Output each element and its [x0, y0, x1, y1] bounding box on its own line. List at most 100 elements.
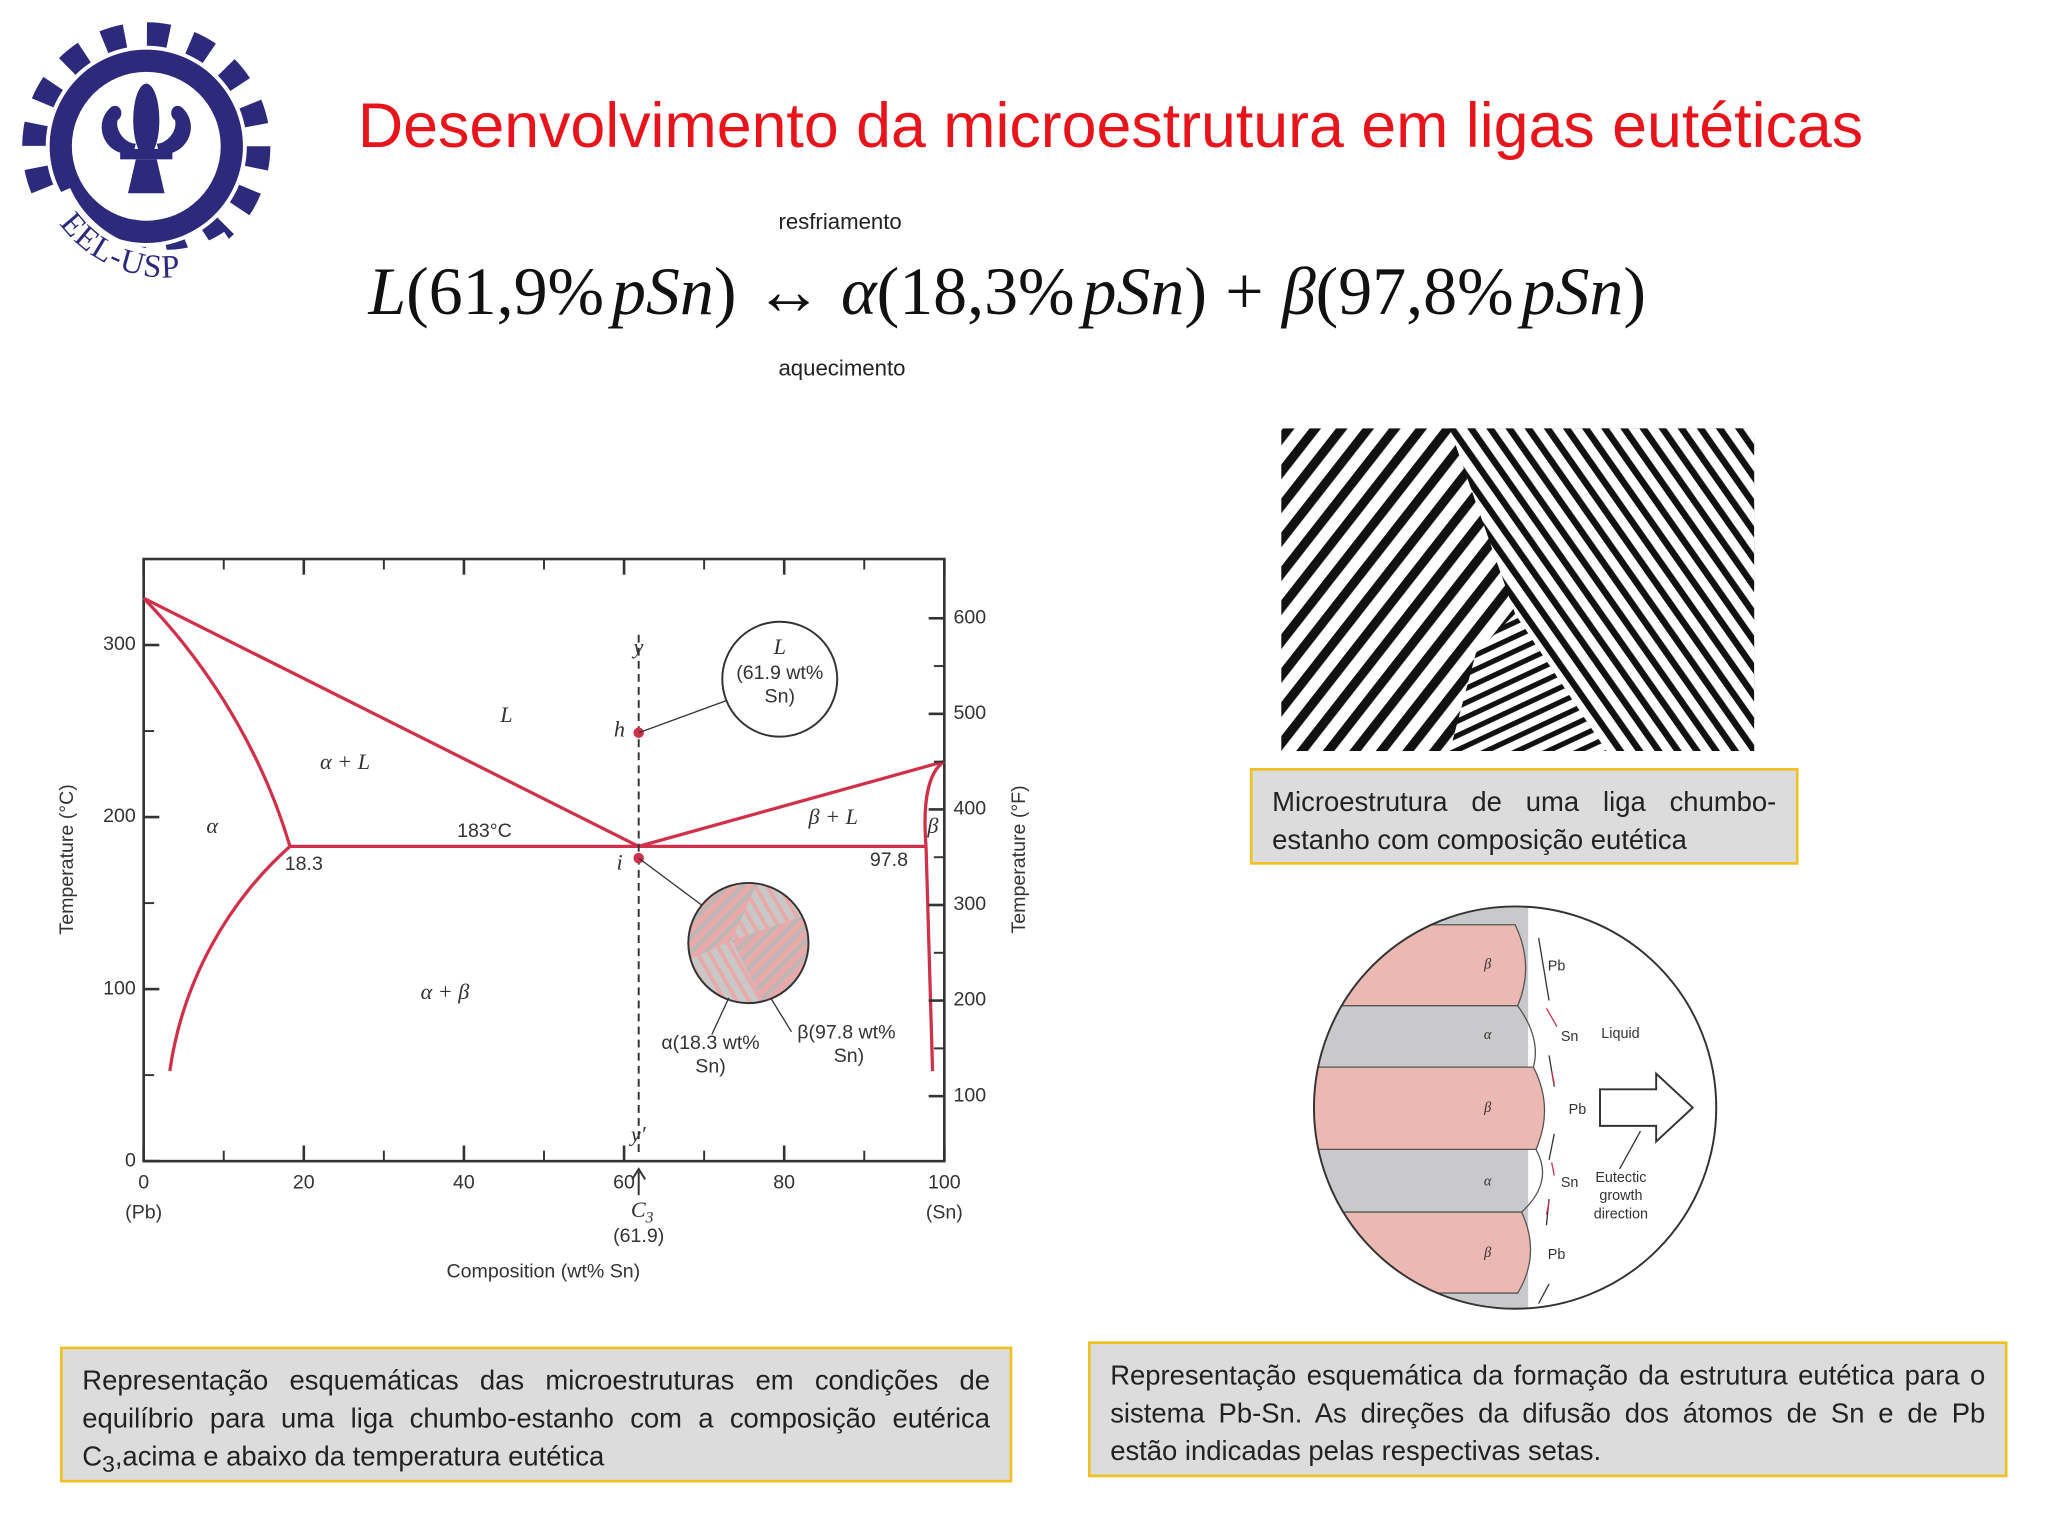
region-label: α + β [421, 979, 471, 1004]
shape [923, 760, 946, 847]
direction-label: direction [1594, 1206, 1648, 1222]
line-label: h [614, 717, 625, 742]
direction-label: Eutectic [1595, 1170, 1646, 1186]
shape [711, 997, 730, 1035]
composition-sub: 3 [645, 1209, 654, 1226]
caption-micrograph: Microestrutura de uma liga chumbo-estanh… [1249, 767, 1799, 865]
equation-term: pSn [1078, 252, 1184, 328]
shape [687, 881, 810, 1005]
shape [120, 148, 173, 160]
equation-term: β [1280, 252, 1316, 328]
point-label: 97.8 [870, 849, 908, 871]
shape [721, 620, 839, 738]
x-axis-label: Composition (wt% Sn) [447, 1260, 641, 1282]
equation-term: pSn [1518, 252, 1624, 328]
y-tick-label: 200 [103, 805, 136, 827]
line-label: y′ [629, 1121, 647, 1146]
shape [1545, 1008, 1558, 1215]
phase-diagram: L α + L α α + β β + L β 183°C 18.3 97.8 … [56, 557, 1030, 1282]
shape [731, 914, 809, 1004]
atom-label: Pb [1548, 958, 1566, 974]
shape [1313, 924, 1527, 1007]
equation-term: ↔ [755, 252, 823, 328]
caption-sub: 3 [102, 1451, 115, 1478]
atom-label: Sn [1561, 1175, 1579, 1191]
y-axis-label: Temperature (°C) [56, 784, 78, 934]
composition-name: C [631, 1197, 646, 1222]
y2-tick-label: 300 [953, 893, 986, 915]
equation-term: ) [1623, 252, 1646, 328]
equation-below: aquecimento [778, 355, 905, 380]
caption-diagram: Representação esquemáticas das microestr… [60, 1346, 1013, 1483]
y2-tick-label: 400 [953, 798, 986, 820]
region-label: α [206, 813, 219, 838]
shape [168, 845, 292, 1072]
y-tick-label: 100 [103, 977, 136, 999]
y2-tick-label: 600 [953, 606, 986, 628]
shape [127, 159, 165, 194]
x-end-label: (Sn) [926, 1202, 963, 1224]
direction-label: growth [1599, 1188, 1642, 1204]
shape [638, 857, 706, 909]
callout-text: L [773, 634, 786, 659]
shape [1449, 613, 1607, 752]
region-label: β + L [807, 804, 857, 829]
shape [142, 597, 292, 847]
y-tick-label: 300 [103, 633, 136, 655]
region-label: α + L [320, 749, 370, 774]
shape [1313, 906, 1546, 1309]
callout-text: α(18.3 wt% [661, 1032, 759, 1054]
equation-above: resfriamento [778, 209, 901, 234]
callout-text: β(97.8 wt% [797, 1021, 895, 1043]
line-label: y [631, 634, 643, 659]
caption-text: Representação esquemáticas das microestr… [82, 1366, 991, 1472]
y2-tick-label: 100 [953, 1084, 986, 1106]
growth-diagram: β α β α β Pb Sn Pb Sn Pb Liquid Eutectic growth direc… [1312, 905, 1718, 1310]
shape [34, 187, 247, 290]
equation-term: (18,3% [877, 252, 1075, 328]
shape [631, 1167, 647, 1196]
callout-text: (61.9 wt% [736, 662, 823, 684]
shape [1619, 1130, 1642, 1170]
equation-term: pSn [608, 252, 714, 328]
x-tick-label: 40 [453, 1172, 475, 1194]
y2-tick-label: 500 [953, 702, 986, 724]
x-tick-label: 80 [773, 1172, 795, 1194]
atom-label: Pb [1548, 1247, 1566, 1263]
eutectic-temperature: 183°C [457, 820, 512, 842]
shape [22, 22, 271, 271]
x-tick-label: 100 [928, 1172, 961, 1194]
shape [633, 852, 644, 864]
region-label: L [499, 702, 512, 727]
equation-term: ) [1184, 252, 1207, 328]
phase-label: α [1484, 1173, 1492, 1189]
x-tick-label: 0 [138, 1172, 149, 1194]
equation-term: L [367, 252, 406, 328]
composition-value: (61.9) [613, 1225, 664, 1247]
x-end-label: (Pb) [125, 1202, 162, 1224]
x-tick-label: 60 [613, 1172, 635, 1194]
atom-label: Pb [1569, 1102, 1587, 1118]
phase-label: β [1483, 957, 1492, 973]
micrograph [1281, 428, 1755, 752]
y2-tick-label: 200 [953, 989, 986, 1011]
callout-text: Sn) [695, 1055, 725, 1077]
point-label: 18.3 [285, 853, 323, 875]
logo: EEL-USP [22, 22, 271, 290]
equation-term: ) [714, 252, 737, 328]
y-tick-label: 0 [125, 1149, 136, 1171]
shape [101, 105, 136, 155]
phase-label: α [1484, 1027, 1492, 1043]
shape [1545, 1008, 1558, 1215]
equation-term: + [1225, 252, 1263, 328]
region-label: β [926, 813, 939, 838]
shape [1312, 905, 1718, 1310]
phase-label: β [1483, 1245, 1492, 1261]
equation-term: (61,9% [406, 252, 604, 328]
x-tick-label: 20 [293, 1172, 315, 1194]
line-label: i [616, 850, 622, 875]
shape [688, 882, 809, 1004]
